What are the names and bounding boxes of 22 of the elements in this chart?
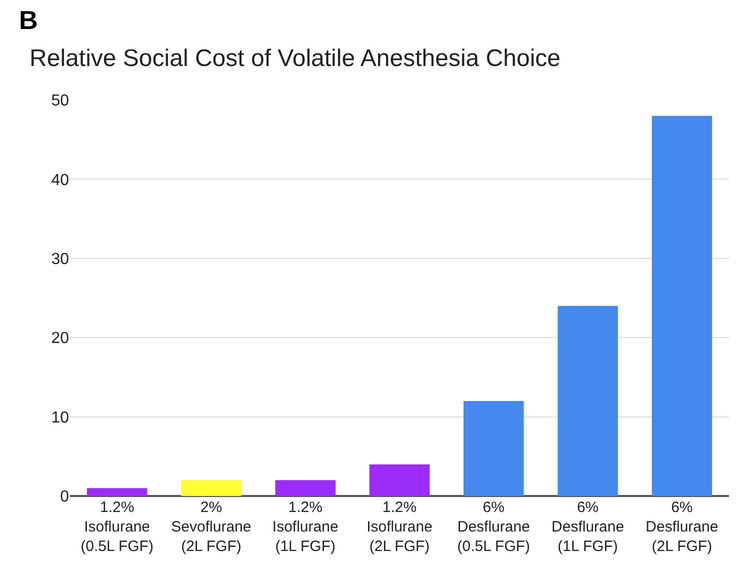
y-tick-label: 50	[51, 92, 70, 110]
bar	[464, 400, 524, 496]
x-tick-label: 6% Desflurane (2L FGF)	[646, 499, 718, 555]
y-tick-label: 10	[51, 409, 70, 426]
bar	[275, 480, 336, 496]
bar	[558, 306, 618, 496]
x-tick-label: 1.2% Isoflurane (0.5L FGF)	[80, 499, 154, 555]
y-tick-label: 30	[51, 251, 70, 268]
x-tick-label: 1.2% Isoflurane (1L FGF)	[272, 499, 338, 555]
x-tick-label: 6% Desflurane (1L FGF)	[552, 499, 624, 555]
chart-title: Relative Social Cost of Volatile Anesthesia Choice	[30, 44, 561, 72]
text: B	[19, 5, 38, 35]
bar	[369, 464, 430, 496]
x-tick-label: 1.2% Isoflurane (2L FGF)	[366, 499, 432, 555]
y-tick-label: 40	[51, 172, 70, 189]
bar	[181, 480, 242, 496]
y-tick-label: 0	[60, 488, 70, 506]
bar	[652, 116, 712, 496]
y-tick-label: 20	[51, 330, 70, 348]
x-tick-label: 6% Desflurane (0.5L FGF)	[457, 499, 530, 555]
x-tick-label: 2% Sevoflurane (2L FGF)	[171, 499, 252, 555]
bar	[86, 488, 148, 496]
